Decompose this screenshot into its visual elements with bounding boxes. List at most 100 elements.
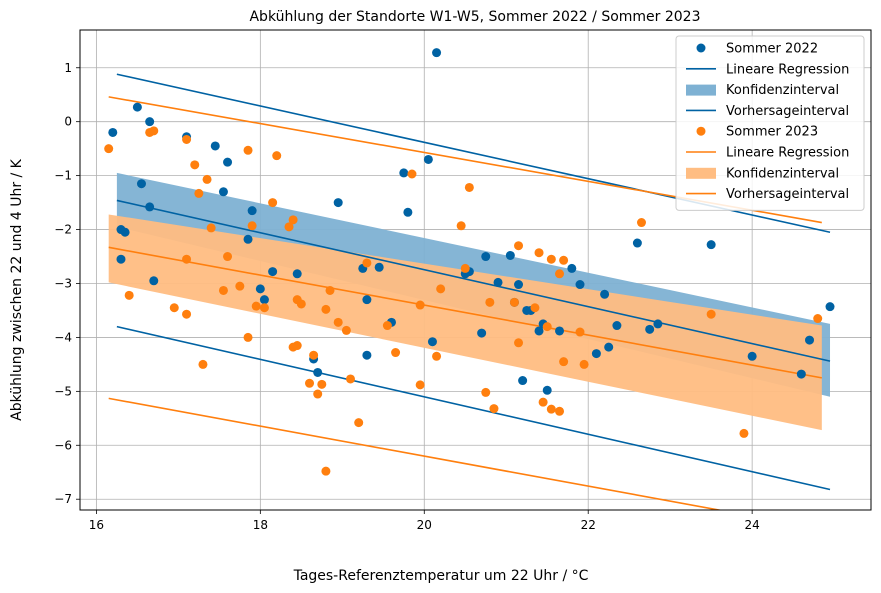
sommer-2022-point [399, 168, 409, 178]
x-tick-label: 22 [581, 518, 596, 532]
sommer-2023-point [579, 359, 589, 369]
y-axis: 1 0 −1 −2 −3 −4 −5 −6 −7 [54, 61, 80, 506]
sommer-2023-confidence-band [108, 214, 822, 431]
sommer-2023-point [272, 151, 282, 161]
x-tick-label: 16 [89, 518, 104, 532]
sommer-2023-point [345, 374, 355, 384]
sommer-2023-point [243, 332, 253, 342]
sommer-2022-point [210, 141, 220, 151]
sommer-2023-point [124, 290, 134, 300]
sommer-2022-point [268, 267, 278, 277]
sommer-2023-point [182, 134, 192, 144]
sommer-2022-point [825, 302, 835, 312]
sommer-2023-point [436, 284, 446, 294]
sommer-2023-point [813, 314, 823, 324]
legend-marker [696, 126, 706, 136]
sommer-2023-point [489, 404, 499, 414]
legend: Sommer 2022 Lineare Regression Konfidenzin… [675, 35, 865, 211]
sommer-2023-point [534, 248, 544, 258]
x-tick-label: 18 [253, 518, 268, 532]
sommer-2022-point [600, 289, 610, 299]
y-axis-label: Abkühlung zwischen 22 und 4 Uhr / K [9, 158, 25, 421]
sommer-2022-point [591, 349, 601, 359]
sommer-2022-point [149, 276, 159, 286]
sommer-2022-point [805, 335, 815, 345]
sommer-2022-point [567, 263, 577, 273]
sommer-2023-point [149, 126, 159, 136]
sommer-2023-point [559, 357, 569, 367]
sommer-2023-point [218, 285, 228, 295]
sommer-2023-point [559, 255, 569, 265]
sommer-2022-point [108, 127, 118, 137]
y-tick-label: −4 [54, 330, 72, 344]
sommer-2022-point [313, 367, 323, 377]
legend-label: Lineare Regression [726, 146, 849, 161]
legend-patch [686, 167, 716, 179]
sommer-2023-point [202, 174, 212, 184]
sommer-2022-point [645, 324, 655, 334]
sommer-2022-point [481, 252, 491, 262]
sommer-2022-point [518, 376, 528, 386]
sommer-2022-prediction-lower [116, 325, 831, 491]
sommer-2022-point [427, 337, 437, 347]
legend-patch [686, 84, 716, 96]
sommer-2023-point [206, 223, 216, 233]
sommer-2023-point [284, 222, 294, 232]
sommer-2023-point [317, 379, 327, 389]
y-tick-label: 0 [64, 115, 72, 129]
sommer-2022-point [132, 102, 142, 112]
sommer-2023-prediction-lower [108, 397, 724, 510]
sommer-2022-point [116, 254, 126, 264]
sommer-2022-point [432, 48, 442, 58]
legend-label: Konfidenzinterval [726, 83, 839, 98]
sommer-2022-point [403, 207, 413, 217]
sommer-2022-point [505, 250, 515, 260]
x-axis: 16 18 20 22 24 [89, 510, 760, 532]
sommer-2023-point [530, 303, 540, 313]
sommer-2022-point [333, 198, 343, 208]
sommer-2023-point [243, 145, 253, 155]
sommer-2023-point [235, 281, 245, 291]
sommer-2022-point [423, 154, 433, 164]
sommer-2023-point [309, 350, 319, 360]
sommer-2023-point [514, 241, 524, 251]
sommer-2022-point [653, 319, 663, 329]
y-tick-label: 1 [64, 61, 72, 75]
sommer-2023-point [321, 466, 331, 476]
sommer-2023-point [194, 188, 204, 198]
y-tick-label: −6 [54, 438, 72, 452]
sommer-2023-point [296, 299, 306, 309]
sommer-2023-point [354, 418, 364, 428]
sommer-2022-point [477, 328, 487, 338]
sommer-2022-point [542, 385, 552, 395]
sommer-2023-point [313, 389, 323, 399]
x-tick-label: 24 [745, 518, 760, 532]
sommer-2022-regression-line [116, 199, 831, 362]
sommer-2023-point [636, 218, 646, 228]
legend-label: Vorhersageinterval [726, 187, 849, 202]
sommer-2022-point [362, 295, 372, 305]
sommer-2023-point [251, 301, 261, 311]
sommer-2023-point [182, 254, 192, 264]
sommer-2023-point [415, 380, 425, 390]
sommer-2022-point [514, 280, 524, 290]
y-tick-label: −2 [54, 223, 72, 237]
sommer-2022-point [534, 326, 544, 336]
sommer-2023-point [169, 303, 179, 313]
sommer-2023-point [321, 304, 331, 314]
sommer-2023-point [182, 309, 192, 319]
legend-marker [696, 43, 706, 53]
sommer-2023-point [538, 397, 548, 407]
sommer-2022-point [136, 179, 146, 189]
sommer-2023-point [542, 322, 552, 332]
sommer-2022-point [632, 238, 642, 248]
legend-label: Sommer 2022 [726, 42, 818, 57]
sommer-2023-point [104, 144, 114, 154]
scatter-points [104, 48, 835, 476]
sommer-2022-point [255, 284, 265, 294]
legend-label: Lineare Regression [726, 62, 849, 77]
y-tick-label: −5 [54, 384, 72, 398]
legend-label: Konfidenzinterval [726, 166, 839, 181]
sommer-2023-point [415, 300, 425, 310]
sommer-2022-point [145, 117, 155, 127]
